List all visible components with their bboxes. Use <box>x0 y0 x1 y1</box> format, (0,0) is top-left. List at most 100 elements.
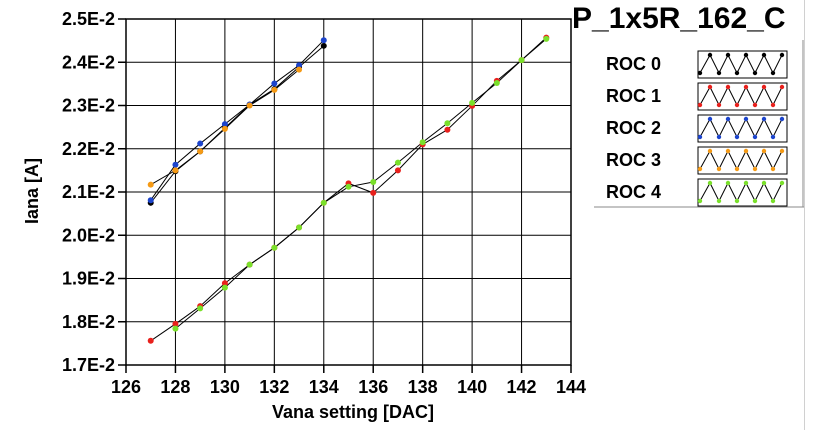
legend-swatch-line-roc-3 <box>699 149 783 171</box>
series-line-roc-0 <box>150 45 325 204</box>
x-tick-label: 144 <box>556 377 586 397</box>
legend-swatch-marker-roc-0 <box>743 52 749 58</box>
x-tick-label: 138 <box>408 377 438 397</box>
legend-swatch-marker-roc-4 <box>761 180 767 186</box>
data-point-roc-2 <box>271 80 278 87</box>
data-point-roc-1 <box>370 189 377 196</box>
legend-swatch-marker-roc-0 <box>734 70 740 76</box>
legend-swatch-marker-roc-3 <box>743 148 749 154</box>
data-point-roc-2 <box>221 121 228 128</box>
legend-label-roc-1: ROC 1 <box>606 86 661 106</box>
legend-label-roc-4: ROC 4 <box>606 182 661 202</box>
data-point-roc-3 <box>271 86 278 93</box>
data-point-roc-4 <box>493 80 500 87</box>
legend-swatch-marker-roc-1 <box>761 84 767 90</box>
y-tick-label: 2.3E-2 <box>62 96 115 116</box>
legend-swatch-marker-roc-1 <box>716 102 722 108</box>
legend-swatch-marker-roc-4 <box>743 180 749 186</box>
x-tick-label: 132 <box>259 377 289 397</box>
y-tick-label: 1.7E-2 <box>62 355 115 375</box>
data-point-roc-4 <box>197 305 204 312</box>
legend-swatch-marker-roc-0 <box>779 52 785 58</box>
data-point-roc-1 <box>394 167 401 174</box>
legend-swatch-marker-roc-3 <box>697 166 703 172</box>
x-tick-label: 128 <box>160 377 190 397</box>
data-point-roc-4 <box>469 99 476 106</box>
legend-label-roc-3: ROC 3 <box>606 150 661 170</box>
legend-swatch-marker-roc-2 <box>761 116 767 122</box>
legend-swatch-marker-roc-4 <box>707 180 713 186</box>
legend-swatch-marker-roc-4 <box>697 198 703 204</box>
x-tick-label: 136 <box>358 377 388 397</box>
legend-swatch-marker-roc-0 <box>752 70 758 76</box>
legend-swatch-line-roc-1 <box>699 85 783 107</box>
legend-swatch-marker-roc-2 <box>743 116 749 122</box>
legend-swatch-marker-roc-4 <box>779 180 785 186</box>
y-tick-label: 1.8E-2 <box>62 312 115 332</box>
legend-swatch-marker-roc-1 <box>770 102 776 108</box>
legend-swatch-marker-roc-2 <box>779 116 785 122</box>
data-point-roc-4 <box>518 57 525 64</box>
y-tick-label: 2.0E-2 <box>62 225 115 245</box>
data-point-roc-2 <box>296 62 303 69</box>
y-tick-label: 2.4E-2 <box>62 52 115 72</box>
x-tick-label: 134 <box>309 377 339 397</box>
legend-swatch-marker-roc-3 <box>725 148 731 154</box>
legend-swatch-marker-roc-1 <box>725 84 731 90</box>
data-point-roc-4 <box>419 139 426 146</box>
data-point-roc-4 <box>246 261 253 268</box>
legend-swatch-marker-roc-1 <box>743 84 749 90</box>
data-point-roc-0 <box>320 42 327 49</box>
legend-swatch-marker-roc-3 <box>707 148 713 154</box>
data-point-roc-4 <box>296 224 303 231</box>
series-line-roc-4 <box>175 38 547 330</box>
grid-layer <box>125 18 572 366</box>
legend-swatch-marker-roc-3 <box>734 166 740 172</box>
data-point-roc-1 <box>147 337 154 344</box>
legend-swatch-marker-roc-3 <box>779 148 785 154</box>
legend-swatch-marker-roc-1 <box>734 102 740 108</box>
legend-swatch-marker-roc-0 <box>725 52 731 58</box>
legend-swatch-marker-roc-4 <box>734 198 740 204</box>
series-line-roc-2 <box>150 39 325 201</box>
legend-swatch-line-roc-2 <box>699 117 783 139</box>
legend-swatch-marker-roc-2 <box>716 134 722 140</box>
legend-swatch-marker-roc-0 <box>707 52 713 58</box>
legend: ROC 0 ROC 1 ROC 2 ROC 3 ROC 4 <box>594 40 804 208</box>
y-axis-title: Iana [A] <box>22 158 42 224</box>
tick-layer: 126 128 130 132 134 136 138 140 142 144 1.7E-2 1.8E… <box>62 9 586 397</box>
data-point-roc-4 <box>543 35 550 42</box>
data-point-roc-3 <box>172 167 179 174</box>
data-point-roc-3 <box>147 181 154 188</box>
series-layer <box>147 34 550 344</box>
y-tick-label: 1.9E-2 <box>62 269 115 289</box>
y-tick-label: 2.2E-2 <box>62 139 115 159</box>
legend-swatch-marker-roc-3 <box>716 166 722 172</box>
data-point-roc-4 <box>221 284 228 291</box>
legend-swatch-marker-roc-1 <box>752 102 758 108</box>
legend-swatch-marker-roc-3 <box>761 148 767 154</box>
legend-swatch-marker-roc-1 <box>697 102 703 108</box>
x-tick-label: 126 <box>111 377 141 397</box>
data-point-roc-1 <box>221 280 228 287</box>
data-point-roc-3 <box>296 66 303 73</box>
window-right-edge <box>804 0 815 430</box>
legend-swatch-marker-roc-2 <box>725 116 731 122</box>
legend-swatch-marker-roc-1 <box>707 84 713 90</box>
legend-swatch-marker-roc-2 <box>697 134 703 140</box>
data-point-roc-2 <box>172 161 179 168</box>
legend-swatch-marker-roc-3 <box>770 166 776 172</box>
data-point-roc-1 <box>444 126 451 133</box>
x-tick-label: 130 <box>210 377 240 397</box>
legend-swatch-marker-roc-0 <box>770 70 776 76</box>
legend-swatch-marker-roc-0 <box>697 70 703 76</box>
chart-title: P_1x5R_162_C <box>572 2 786 35</box>
x-tick-label: 142 <box>507 377 537 397</box>
data-point-roc-4 <box>271 244 278 251</box>
legend-swatch-marker-roc-0 <box>761 52 767 58</box>
legend-swatch-marker-roc-2 <box>770 134 776 140</box>
data-point-roc-4 <box>370 179 377 186</box>
legend-swatch-marker-roc-2 <box>707 116 713 122</box>
data-point-roc-4 <box>394 159 401 166</box>
